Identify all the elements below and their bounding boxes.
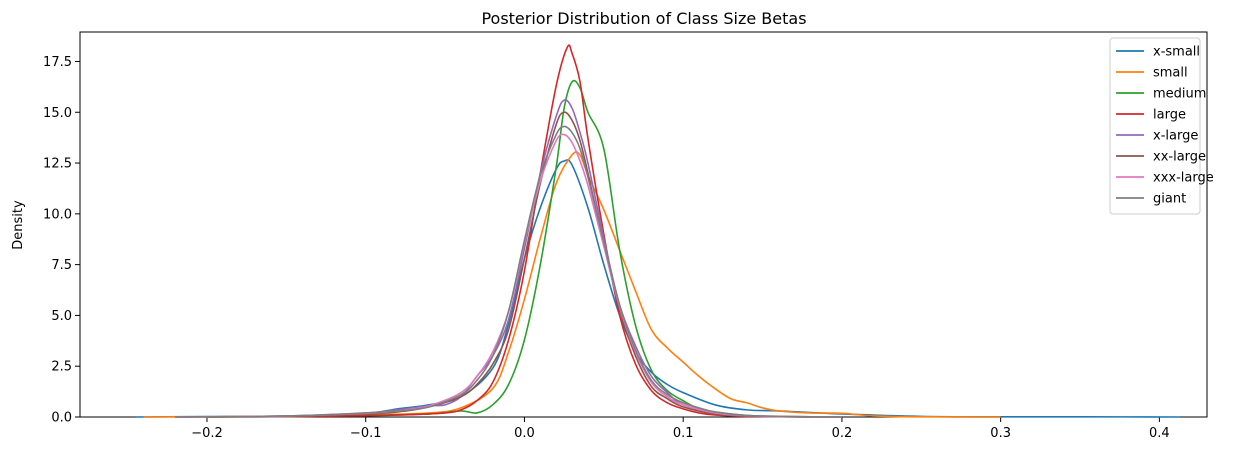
- y-tick-label: 7.5: [51, 258, 72, 273]
- y-tick-label: 17.5: [43, 55, 72, 70]
- legend-label: small: [1153, 66, 1188, 81]
- x-tick-label: 0.1: [673, 426, 694, 441]
- x-tick-label: 0.2: [832, 426, 853, 441]
- x-tick-label: −0.1: [350, 426, 382, 441]
- series-line-small: [143, 151, 1001, 418]
- chart-title: Posterior Distribution of Class Size Bet…: [481, 9, 806, 28]
- x-tick-label: 0.0: [514, 426, 535, 441]
- series-line-x-large: [175, 99, 842, 418]
- series-lines: [135, 44, 1181, 418]
- x-axis: −0.2 −0.1 0.0 0.1 0.2 0.3 0.4: [191, 417, 1170, 441]
- y-tick-label: 12.5: [43, 157, 72, 172]
- series-line-giant: [175, 125, 842, 418]
- legend-label: large: [1153, 108, 1186, 123]
- series-line-xxx-large: [175, 133, 842, 418]
- y-axis: 0.0 2.5 5.0 7.5 10.0 12.5 15.0 17.5: [43, 55, 80, 426]
- y-axis-label: Density: [11, 200, 26, 250]
- legend-label: x-large: [1153, 129, 1198, 144]
- x-tick-label: 0.4: [1149, 426, 1170, 441]
- x-tick-label: −0.2: [191, 426, 223, 441]
- y-tick-label: 10.0: [43, 207, 72, 222]
- legend-label: medium: [1153, 87, 1206, 102]
- y-tick-label: 0.0: [51, 411, 72, 426]
- legend-label: x-small: [1153, 45, 1200, 60]
- y-tick-label: 5.0: [51, 309, 72, 324]
- y-tick-label: 2.5: [51, 360, 72, 375]
- plot-frame: [79, 31, 1208, 418]
- x-tick-label: 0.3: [990, 426, 1011, 441]
- series-line-xx-large: [175, 111, 842, 418]
- legend: x-small small medium large x-large xx-large xx…: [1109, 37, 1214, 215]
- y-tick-label: 15.0: [43, 106, 72, 121]
- series-line-large: [206, 44, 811, 418]
- legend-label: giant: [1153, 192, 1186, 207]
- legend-box: [1109, 37, 1201, 215]
- series-line-x-small: [135, 159, 1181, 418]
- legend-label: xx-large: [1153, 150, 1206, 165]
- legend-label: xxx-large: [1153, 171, 1214, 186]
